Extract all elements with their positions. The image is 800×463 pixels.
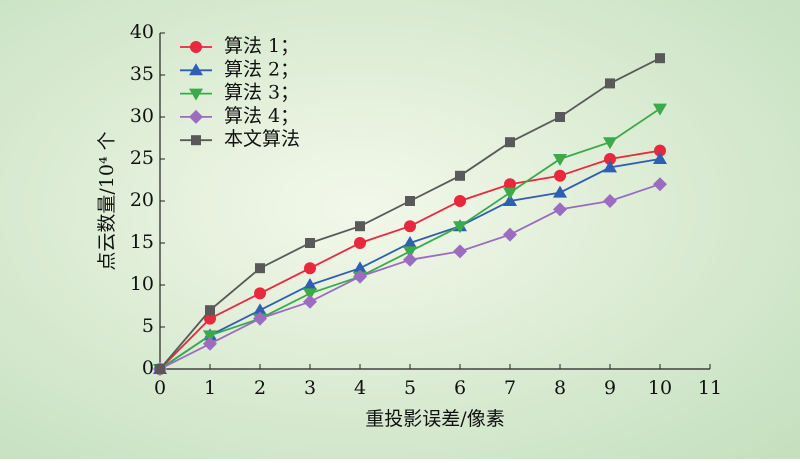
marker	[354, 237, 366, 249]
y-tick-label: 10	[130, 273, 154, 295]
marker	[303, 294, 317, 309]
marker	[353, 269, 367, 284]
legend-label: 本文算法	[224, 128, 300, 150]
marker	[603, 137, 617, 150]
y-tick-label: 40	[130, 21, 154, 43]
x-tick-label: 9	[604, 377, 616, 399]
legend-label: 算法 3；	[224, 82, 299, 104]
marker	[553, 154, 567, 166]
x-tick-label: 0	[154, 377, 166, 399]
marker	[405, 196, 415, 206]
marker	[204, 312, 216, 325]
marker	[404, 220, 416, 233]
y-tick-label: 20	[130, 189, 154, 211]
legend-label: 算法 4；	[224, 105, 299, 127]
marker	[504, 178, 516, 191]
y-tick-label: 0	[142, 357, 154, 379]
legend-label: 算法 2；	[224, 58, 299, 80]
x-tick-label: 7	[504, 377, 516, 399]
marker	[255, 263, 265, 274]
marker	[403, 252, 417, 267]
marker	[403, 246, 417, 259]
marker	[203, 330, 217, 343]
marker	[553, 202, 567, 217]
marker	[454, 195, 466, 207]
marker	[655, 53, 665, 64]
y-axis-label: 点云数量/10⁴ 个	[96, 131, 118, 270]
marker	[189, 63, 203, 76]
marker	[653, 152, 667, 164]
marker	[603, 194, 617, 208]
y-tick-label: 30	[130, 105, 154, 127]
marker	[503, 187, 517, 200]
marker	[503, 194, 517, 206]
marker	[190, 41, 202, 53]
marker	[205, 305, 215, 316]
marker	[203, 336, 217, 351]
marker	[455, 170, 465, 181]
marker	[155, 364, 165, 374]
marker	[654, 144, 666, 157]
marker	[553, 185, 567, 198]
marker	[604, 153, 616, 165]
marker	[555, 112, 565, 122]
x-tick-label: 2	[254, 377, 266, 399]
marker	[453, 244, 467, 259]
y-tick-label: 25	[130, 147, 154, 169]
marker	[403, 236, 417, 248]
x-tick-label: 5	[404, 377, 416, 399]
x-tick-label: 10	[648, 377, 672, 399]
marker	[503, 227, 517, 242]
marker	[191, 135, 201, 146]
x-axis-label: 重投影误差/像素	[365, 408, 504, 430]
marker	[253, 303, 267, 316]
marker	[355, 221, 365, 232]
marker	[453, 221, 467, 234]
x-tick-label: 3	[304, 377, 316, 399]
x-tick-label: 6	[454, 377, 466, 399]
x-tick-label: 1	[204, 377, 216, 399]
marker	[253, 311, 267, 326]
marker	[254, 287, 266, 300]
marker	[653, 177, 667, 192]
x-tick-label: 8	[554, 377, 566, 399]
y-tick-label: 5	[142, 315, 154, 337]
marker	[353, 261, 367, 274]
marker	[554, 169, 566, 182]
y-tick-label: 35	[130, 63, 154, 85]
marker	[189, 109, 203, 124]
marker	[303, 278, 317, 290]
marker	[305, 238, 315, 248]
x-tick-label: 4	[354, 377, 366, 399]
marker	[605, 78, 615, 89]
marker	[304, 262, 316, 275]
marker	[189, 88, 203, 101]
y-tick-label: 15	[130, 231, 154, 253]
legend-label: 算法 1；	[224, 35, 299, 57]
marker	[303, 288, 317, 301]
marker	[653, 103, 667, 116]
x-tick-label: 11	[698, 377, 722, 399]
marker	[603, 160, 617, 173]
marker	[505, 137, 515, 148]
